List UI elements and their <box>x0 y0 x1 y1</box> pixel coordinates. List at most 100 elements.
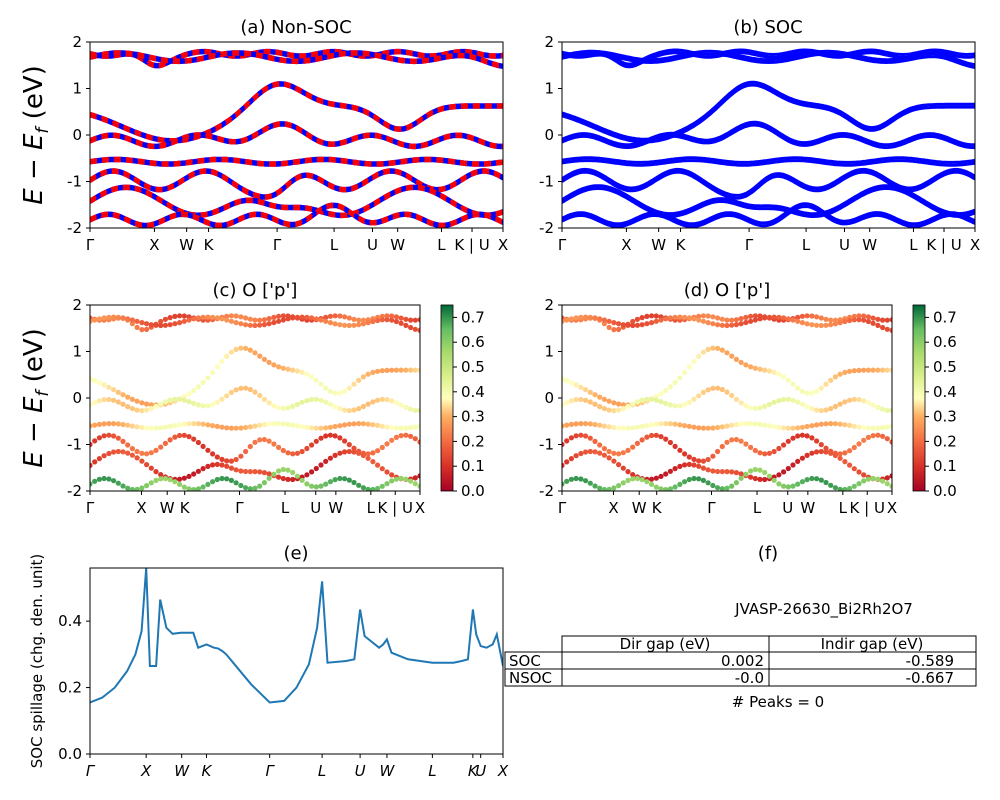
projection-point <box>861 437 867 443</box>
band-line-red <box>90 186 503 219</box>
projection-point <box>346 408 352 414</box>
x-tick-label: K | U <box>454 236 489 254</box>
x-tick-label: X <box>970 236 980 254</box>
projection-point <box>393 476 399 482</box>
band-line-soc <box>562 167 975 197</box>
x-tick-label: L <box>330 236 339 254</box>
projection-point <box>356 421 362 427</box>
projection-point <box>696 353 702 359</box>
projection-point <box>606 486 612 491</box>
projection-point <box>861 367 867 373</box>
projection-point <box>96 435 102 441</box>
projection-point <box>134 455 140 461</box>
colorbar-tick-label: 0.3 <box>461 408 485 426</box>
projection-point <box>743 314 749 320</box>
panel-b-bands <box>562 48 975 228</box>
projection-point <box>257 317 263 323</box>
projection-point <box>847 368 853 374</box>
projection-point <box>705 320 711 326</box>
projection-point <box>781 396 787 403</box>
projection-point <box>748 313 754 319</box>
projection-point <box>332 423 338 430</box>
projection-point <box>781 483 787 489</box>
projection-point <box>663 316 669 322</box>
projection-point <box>672 421 678 427</box>
projection-point <box>799 479 806 485</box>
projection-point <box>172 434 178 440</box>
projection-point <box>412 326 418 332</box>
x-tick-label: W <box>380 762 396 780</box>
projection-point <box>389 478 395 484</box>
projection-point <box>729 322 735 328</box>
projection-point <box>365 421 371 427</box>
y-tick-label: 0 <box>72 126 82 144</box>
x-tick-label: K <box>202 762 213 780</box>
projection-point <box>356 317 362 323</box>
projection-point <box>153 425 159 431</box>
projection-point <box>162 316 168 322</box>
projection-point <box>587 448 593 455</box>
projection-point <box>327 479 333 485</box>
projection-point <box>851 396 857 402</box>
projection-point <box>851 317 857 323</box>
projection-point <box>323 399 329 405</box>
projection-point <box>672 466 678 472</box>
projection-point <box>795 385 801 391</box>
x-tick-label: K | U <box>378 499 413 517</box>
x-tick-label: L <box>753 499 762 517</box>
projection-point <box>677 314 683 320</box>
projection-point <box>337 450 343 456</box>
projection-point <box>748 364 754 370</box>
projection-point <box>238 385 244 391</box>
ylabel-energy-top: E − Ef (eV) <box>19 65 53 205</box>
projection-point <box>715 424 721 431</box>
projection-point <box>616 462 622 468</box>
colorbar-tick-label: 0.7 <box>933 308 957 326</box>
projection-point <box>261 436 267 443</box>
x-tick-label: Γ <box>558 499 567 517</box>
projection-point <box>733 436 740 443</box>
projection-point <box>219 424 225 430</box>
projection-point <box>832 374 839 380</box>
projection-point <box>568 421 575 427</box>
projection-point <box>346 448 352 455</box>
projection-point <box>294 314 300 320</box>
projection-point <box>814 476 820 482</box>
band-line-red <box>90 123 503 150</box>
projection-point <box>781 374 787 380</box>
projection-point <box>304 314 310 320</box>
projection-point <box>814 388 820 394</box>
projection-point <box>398 320 404 326</box>
panel-d-colorbar-ticks: 0.0 0.1 0.2 0.3 0.4 0.5 0.6 0.7 <box>925 308 957 500</box>
projection-point <box>332 433 338 439</box>
projection-point <box>818 385 824 391</box>
band-line-red <box>90 159 503 167</box>
projection-point <box>403 316 409 322</box>
projection-point <box>172 423 178 429</box>
projection-point <box>92 422 98 428</box>
projection-point <box>823 322 829 328</box>
panel-c-colorbar-ticks: 0.0 0.1 0.2 0.3 0.4 0.5 0.6 0.7 <box>453 308 485 500</box>
projection-point <box>408 324 414 331</box>
projection-point <box>389 398 395 404</box>
projection-point <box>606 424 612 430</box>
projection-point <box>125 442 131 448</box>
projection-point <box>389 472 395 478</box>
y-tick-label: -2 <box>539 219 554 237</box>
projection-point <box>379 466 385 472</box>
band-line-soc <box>562 49 975 67</box>
projection-point <box>658 473 664 479</box>
table-row-soc-label: SOC <box>509 652 541 670</box>
projection-point <box>398 425 404 431</box>
projection-point <box>304 481 310 487</box>
projection-point <box>134 318 140 324</box>
projection-point <box>403 425 409 431</box>
table-header-dir: Dir gap (eV) <box>620 635 711 653</box>
projection-point <box>318 381 324 387</box>
projection-point <box>672 403 678 409</box>
x-tick-label: Γ <box>86 236 95 254</box>
projection-point <box>90 318 93 324</box>
projection-point <box>634 316 641 322</box>
